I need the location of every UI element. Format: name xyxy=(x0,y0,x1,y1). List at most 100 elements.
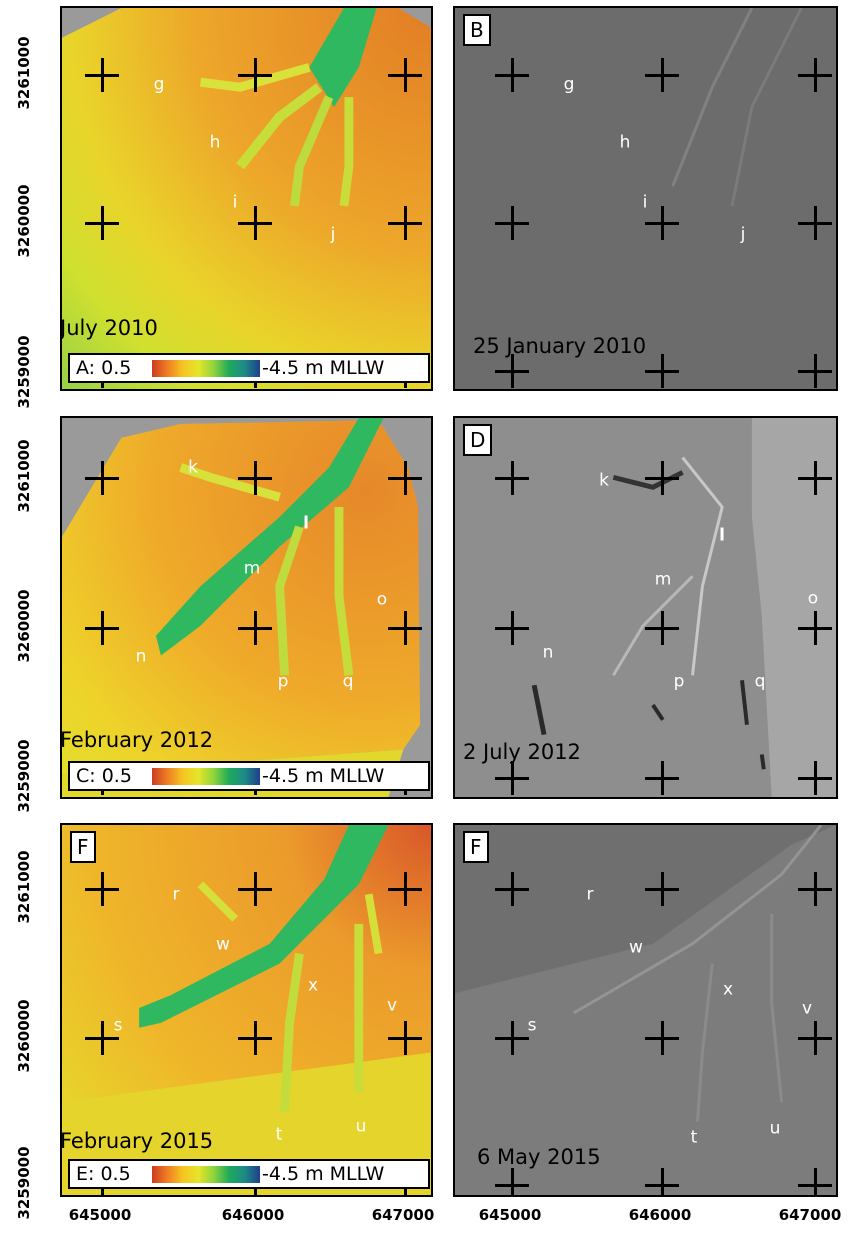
channel-label: l xyxy=(303,513,309,534)
depth-legend: C: 0.5 -4.5 m MLLW xyxy=(68,761,430,791)
x-tick-label: 647000 xyxy=(778,1206,842,1224)
channel-label: m xyxy=(654,569,672,590)
grid-cross xyxy=(238,611,272,645)
channel-label: m xyxy=(243,558,261,579)
y-tick-label: 3259000 xyxy=(15,1146,33,1220)
grid-cross xyxy=(645,872,679,906)
channel-label: i xyxy=(232,192,238,213)
panel-letter: D xyxy=(463,424,493,456)
sonar-image-d xyxy=(455,418,836,797)
grid-cross xyxy=(495,761,529,795)
survey-date-label: February 2012 xyxy=(60,728,214,752)
grid-cross xyxy=(495,206,529,240)
channel-label: p xyxy=(277,671,289,692)
depth-colorbar xyxy=(152,768,260,785)
legend-max-label: -4.5 m MLLW xyxy=(262,1163,385,1185)
sonar-panel-f: F r w x v s t u 6 May 2015 xyxy=(453,823,838,1197)
grid-cross xyxy=(388,872,422,906)
channel-label: n xyxy=(135,646,147,667)
y-tick-label: 3261000 xyxy=(15,439,33,513)
bathymetry-panel-c: k l m n o p q February 2012 C: 0.5 -4.5 … xyxy=(60,416,433,799)
grid-cross xyxy=(495,1021,529,1055)
grid-cross xyxy=(798,1168,832,1195)
grid-cross xyxy=(85,1021,119,1055)
legend-max-label: -4.5 m MLLW xyxy=(262,357,385,379)
grid-cross xyxy=(85,461,119,495)
bathymetry-panel-a: g h i j July 2010 A: 0.5 -4.5 m MLLW xyxy=(60,6,433,391)
x-tick-label: 645000 xyxy=(68,1206,132,1224)
depth-legend: E: 0.5 -4.5 m MLLW xyxy=(68,1159,430,1189)
channel-label: q xyxy=(342,671,354,692)
legend-prefix: C: 0.5 xyxy=(76,765,132,787)
depth-legend: A: 0.5 -4.5 m MLLW xyxy=(68,353,430,383)
channel-label: v xyxy=(801,998,813,1019)
depth-colorbar xyxy=(152,360,260,377)
channel-label: s xyxy=(527,1015,537,1036)
channel-label: x xyxy=(307,975,319,996)
survey-date-label: July 2010 xyxy=(60,316,158,340)
channel-label: j xyxy=(740,224,746,245)
y-tick-label: 3259000 xyxy=(15,335,33,409)
grid-cross xyxy=(238,872,272,906)
grid-cross xyxy=(645,1168,679,1195)
grid-cross xyxy=(798,761,832,795)
grid-cross xyxy=(388,461,422,495)
grid-cross xyxy=(238,1021,272,1055)
legend-prefix: E: 0.5 xyxy=(76,1163,131,1185)
grid-cross xyxy=(798,354,832,388)
grid-cross xyxy=(798,461,832,495)
panel-letter: F xyxy=(463,831,489,863)
grid-cross xyxy=(388,206,422,240)
grid-cross xyxy=(238,461,272,495)
grid-cross xyxy=(798,58,832,92)
grid-cross xyxy=(495,461,529,495)
sonar-date-label: 6 May 2015 xyxy=(477,1145,601,1169)
survey-date-label: February 2015 xyxy=(60,1129,214,1153)
grid-cross xyxy=(798,206,832,240)
grid-cross xyxy=(388,1021,422,1055)
grid-cross xyxy=(388,611,422,645)
bathymetry-panel-e: F r w x v s t u February 2015 E: 0.5 -4.… xyxy=(60,823,433,1197)
channel-label: u xyxy=(355,1116,367,1137)
channel-label: l xyxy=(719,525,725,546)
channel-label: o xyxy=(376,589,388,610)
grid-cross xyxy=(495,354,529,388)
bathymetry-map-a xyxy=(62,8,431,389)
grid-cross xyxy=(85,58,119,92)
y-tick-label: 3260000 xyxy=(15,999,33,1073)
y-tick-label: 3260000 xyxy=(15,184,33,258)
grid-cross xyxy=(495,58,529,92)
legend-max-label: -4.5 m MLLW xyxy=(262,765,385,787)
channel-label: i xyxy=(642,192,648,213)
grid-cross xyxy=(645,354,679,388)
channel-label: j xyxy=(330,224,336,245)
grid-cross xyxy=(495,872,529,906)
channel-label: s xyxy=(113,1015,123,1036)
x-tick-label: 647000 xyxy=(371,1206,435,1224)
channel-label: t xyxy=(690,1127,698,1148)
depth-colorbar xyxy=(152,1166,260,1183)
sonar-panel-d: D k l m n o p q 2 July 2012 xyxy=(453,416,838,799)
y-tick-label: 3261000 xyxy=(15,36,33,110)
sonar-date-label: 25 January 2010 xyxy=(473,334,647,358)
grid-cross xyxy=(645,611,679,645)
channel-label: o xyxy=(807,588,819,609)
grid-cross xyxy=(85,872,119,906)
grid-cross xyxy=(645,206,679,240)
y-tick-label: 3261000 xyxy=(15,850,33,924)
channel-label: u xyxy=(769,1118,781,1139)
channel-label: r xyxy=(172,884,180,905)
grid-cross xyxy=(238,206,272,240)
channel-label: g xyxy=(563,74,575,95)
x-tick-label: 646000 xyxy=(221,1206,285,1224)
x-tick-label: 646000 xyxy=(628,1206,692,1224)
grid-cross xyxy=(798,872,832,906)
grid-cross xyxy=(645,58,679,92)
grid-cross xyxy=(645,761,679,795)
channel-label: x xyxy=(722,979,734,1000)
panel-letter: B xyxy=(463,14,491,46)
grid-cross xyxy=(495,611,529,645)
channel-label: w xyxy=(216,934,230,955)
channel-label: k xyxy=(188,457,198,478)
channel-label: v xyxy=(386,995,398,1016)
